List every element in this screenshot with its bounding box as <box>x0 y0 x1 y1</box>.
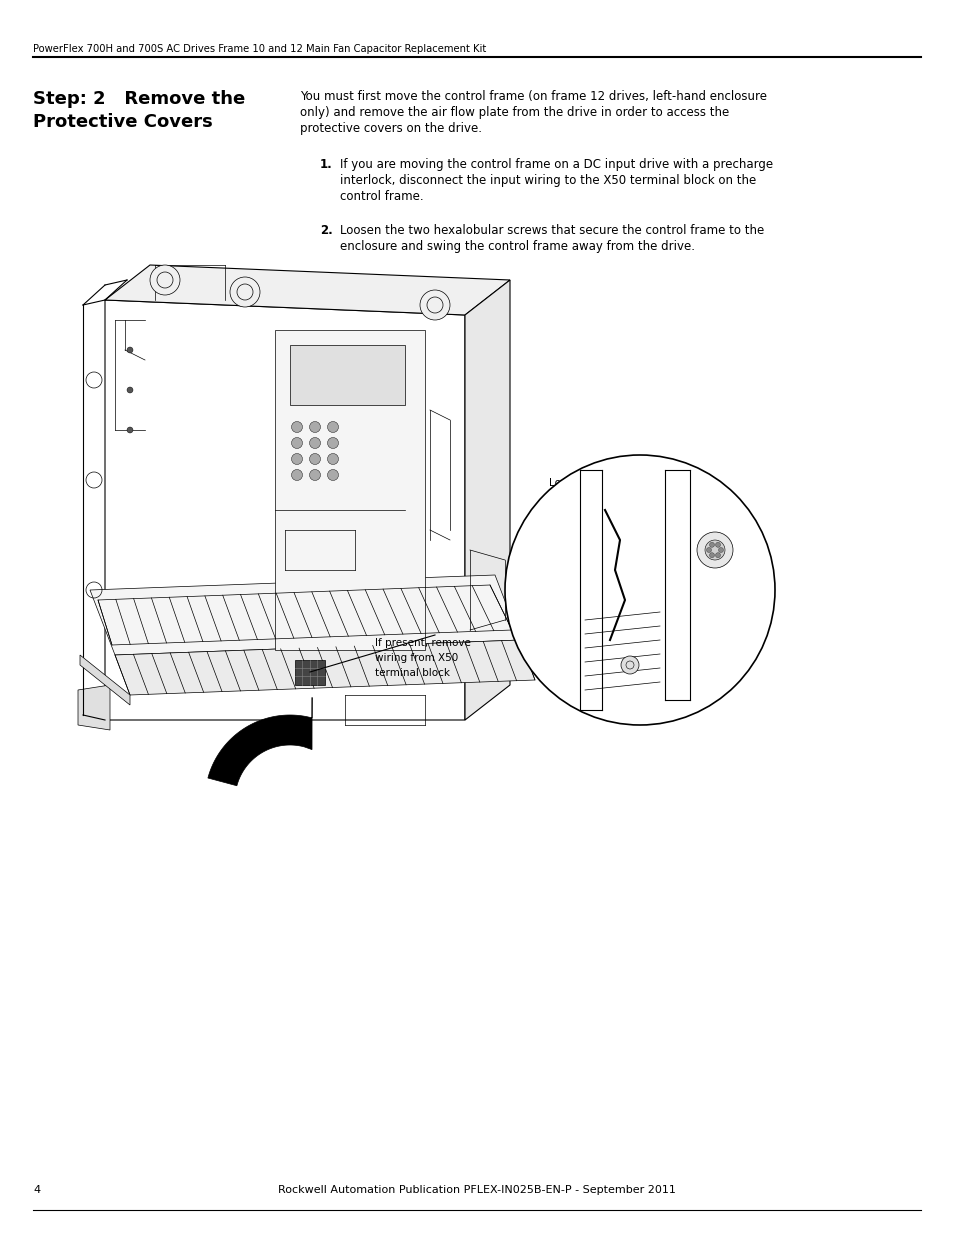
Text: Loosen two screws and: Loosen two screws and <box>548 478 669 488</box>
Circle shape <box>706 547 711 552</box>
Circle shape <box>715 553 720 558</box>
Circle shape <box>327 421 338 432</box>
Circle shape <box>127 427 132 433</box>
Polygon shape <box>274 330 424 650</box>
Circle shape <box>309 421 320 432</box>
Text: Protective Covers: Protective Covers <box>33 112 213 131</box>
Circle shape <box>718 547 722 552</box>
Text: Rockwell Automation Publication PFLEX-IN025B-EN-P - September 2011: Rockwell Automation Publication PFLEX-IN… <box>277 1186 676 1195</box>
Circle shape <box>620 656 639 674</box>
Circle shape <box>709 542 714 547</box>
Circle shape <box>704 540 724 559</box>
Text: 4: 4 <box>33 1186 40 1195</box>
Text: PowerFlex 700H and 700S AC Drives Frame 10 and 12 Main Fan Capacitor Replacement: PowerFlex 700H and 700S AC Drives Frame … <box>33 44 486 54</box>
Text: only) and remove the air flow plate from the drive in order to access the: only) and remove the air flow plate from… <box>299 106 728 119</box>
Text: If you are moving the control frame on a DC input drive with a precharge: If you are moving the control frame on a… <box>339 158 772 170</box>
Polygon shape <box>294 659 325 685</box>
Text: swing control frame out: swing control frame out <box>548 493 673 503</box>
Text: terminal block: terminal block <box>375 668 450 678</box>
Text: control frame.: control frame. <box>339 190 423 203</box>
Text: You must first move the control frame (on frame 12 drives, left-hand enclosure: You must first move the control frame (o… <box>299 90 766 103</box>
Text: Loosen the two hexalobular screws that secure the control frame to the: Loosen the two hexalobular screws that s… <box>339 224 763 237</box>
Polygon shape <box>90 576 519 655</box>
Text: 1.: 1. <box>319 158 333 170</box>
Polygon shape <box>464 280 510 720</box>
Circle shape <box>150 266 180 295</box>
Text: If present, remove: If present, remove <box>375 638 471 648</box>
Circle shape <box>709 553 714 558</box>
Polygon shape <box>115 640 535 695</box>
Circle shape <box>230 277 260 308</box>
Text: protective covers on the drive.: protective covers on the drive. <box>299 122 481 135</box>
Text: enclosure and swing the control frame away from the drive.: enclosure and swing the control frame aw… <box>339 240 695 253</box>
Circle shape <box>309 453 320 464</box>
Circle shape <box>292 469 302 480</box>
Polygon shape <box>105 266 510 315</box>
Circle shape <box>127 347 132 353</box>
Text: wiring from X50: wiring from X50 <box>375 653 457 663</box>
Circle shape <box>309 469 320 480</box>
Circle shape <box>292 421 302 432</box>
Text: interlock, disconnect the input wiring to the X50 terminal block on the: interlock, disconnect the input wiring t… <box>339 174 756 186</box>
Circle shape <box>127 387 132 393</box>
Circle shape <box>504 454 774 725</box>
Polygon shape <box>290 345 405 405</box>
Circle shape <box>327 469 338 480</box>
Text: Step: 2   Remove the: Step: 2 Remove the <box>33 90 245 107</box>
Circle shape <box>292 437 302 448</box>
Circle shape <box>327 453 338 464</box>
Circle shape <box>715 542 720 547</box>
Polygon shape <box>80 655 130 705</box>
Polygon shape <box>208 698 312 785</box>
Text: 2.: 2. <box>319 224 333 237</box>
Polygon shape <box>78 685 110 730</box>
Circle shape <box>327 437 338 448</box>
Circle shape <box>292 453 302 464</box>
Circle shape <box>309 437 320 448</box>
Circle shape <box>697 532 732 568</box>
Circle shape <box>419 290 450 320</box>
